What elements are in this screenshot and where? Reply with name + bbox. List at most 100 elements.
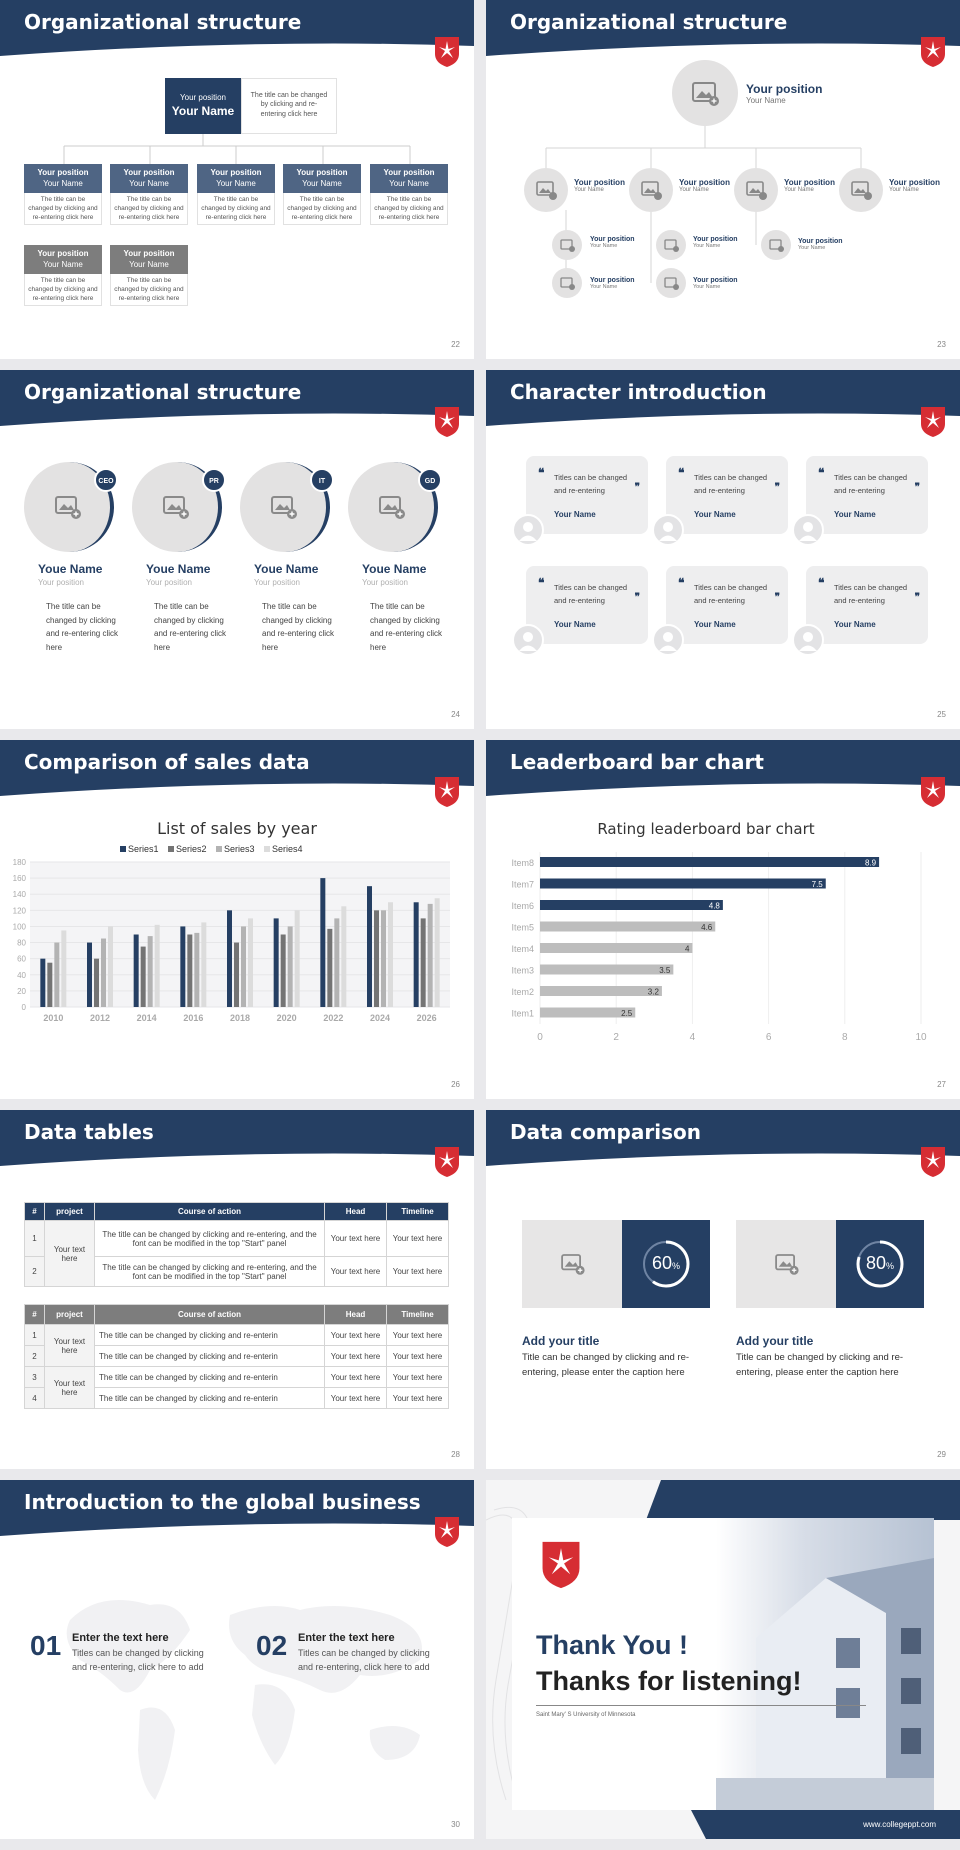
bar bbox=[287, 926, 293, 1007]
quote-card[interactable]: ❝ Titles can be changed and re-entering ❞ Y… bbox=[526, 456, 648, 534]
percent-panel: 60% bbox=[622, 1220, 710, 1308]
org-card[interactable]: Your position Your Name The title can be … bbox=[24, 245, 102, 306]
item-desc: Title can be changed by clicking and re-… bbox=[736, 1352, 904, 1379]
slide-title: Organizational structure bbox=[24, 380, 302, 404]
slide-31[interactable]: Thank You ! Thanks for listening! Saint … bbox=[486, 1480, 960, 1839]
bar bbox=[334, 918, 340, 1007]
table-row[interactable]: 1 Your text here The title can be change… bbox=[24, 1220, 449, 1287]
table-row[interactable]: 2 The title can be changed by clicking a… bbox=[24, 1256, 449, 1287]
x-tick-label: 2020 bbox=[277, 1013, 297, 1023]
website-link[interactable]: www.collegeppt.com bbox=[863, 1820, 936, 1829]
person-card[interactable]: CEO Youe Name Your position The title can b… bbox=[24, 462, 129, 722]
shield-logo-icon bbox=[921, 37, 945, 67]
table-row[interactable]: 1 Your text here The title can be change… bbox=[24, 1324, 449, 1367]
org-connectors bbox=[63, 134, 411, 164]
bar bbox=[280, 934, 286, 1007]
org-card[interactable]: Your position Your Name The title can be … bbox=[197, 164, 275, 225]
avatar[interactable] bbox=[552, 268, 582, 298]
person-card[interactable]: PR Youe Name Your position The title can be… bbox=[132, 462, 237, 722]
quote-close-icon: ❞ bbox=[774, 482, 780, 493]
quote-card[interactable]: ❝ Titles can be changed and re-entering ❞ Y… bbox=[666, 566, 788, 644]
org-card[interactable]: Your position Your Name The title can be … bbox=[110, 245, 188, 306]
image-placeholder-icon bbox=[664, 239, 679, 252]
role-badge: IT bbox=[310, 468, 334, 492]
slide-29[interactable]: Data comparison 60% Add your title Title c… bbox=[486, 1110, 960, 1469]
avatar[interactable] bbox=[761, 230, 791, 260]
bar bbox=[147, 936, 153, 1007]
quote-card[interactable]: ❝ Titles can be changed and re-entering ❞ Y… bbox=[806, 456, 928, 534]
org-card[interactable]: Your position Your Name The title can be … bbox=[370, 164, 448, 225]
table-row[interactable]: 3 Your text here The title can be change… bbox=[24, 1366, 449, 1409]
person-card[interactable]: IT Youe Name Your position The title can be… bbox=[240, 462, 345, 722]
bar bbox=[40, 958, 46, 1007]
bar bbox=[133, 934, 139, 1007]
avatar[interactable] bbox=[512, 624, 544, 656]
name-label: Your Name bbox=[171, 104, 235, 118]
top-desc-box: The title can be changed by clicking and… bbox=[241, 78, 337, 134]
level2-label: Your position Your Name bbox=[679, 178, 730, 193]
person-card[interactable]: GD Youe Name Your position The title can be… bbox=[348, 462, 453, 722]
image-placeholder[interactable] bbox=[736, 1220, 836, 1308]
data-label: 3.5 bbox=[659, 966, 671, 975]
x-tick-label: 2014 bbox=[137, 1013, 157, 1023]
top-position-box[interactable]: Your position Your Name bbox=[165, 78, 241, 134]
bar bbox=[540, 986, 662, 996]
avatar[interactable] bbox=[792, 514, 824, 546]
avatar[interactable] bbox=[512, 514, 544, 546]
avatar[interactable] bbox=[792, 624, 824, 656]
avatar[interactable] bbox=[652, 624, 684, 656]
bar bbox=[47, 962, 53, 1007]
quote-card[interactable]: ❝ Titles can be changed and re-entering ❞ Y… bbox=[526, 566, 648, 644]
user-icon bbox=[519, 522, 537, 541]
org-card[interactable]: Your position Your Name The title can be … bbox=[283, 164, 361, 225]
avatar[interactable] bbox=[839, 168, 883, 212]
quote-name: Your Name bbox=[834, 620, 876, 629]
person-position: Your position bbox=[362, 578, 408, 587]
user-icon bbox=[519, 632, 537, 651]
item-title: Add your title bbox=[522, 1334, 600, 1348]
avatar[interactable] bbox=[656, 268, 686, 298]
bar bbox=[540, 964, 674, 975]
quote-open-icon: ❝ bbox=[538, 466, 545, 480]
avatar[interactable] bbox=[652, 514, 684, 546]
bar bbox=[234, 942, 239, 1007]
avatar[interactable] bbox=[656, 230, 686, 260]
bar bbox=[54, 942, 60, 1007]
image-placeholder[interactable] bbox=[522, 1220, 622, 1308]
slide-22[interactable]: Organizational structure Your position Y… bbox=[0, 0, 474, 359]
comparison-item[interactable]: 60% Add your title Title can be changed by… bbox=[522, 1220, 712, 1420]
quote-open-icon: ❝ bbox=[678, 466, 685, 480]
legend-swatch bbox=[168, 846, 174, 852]
slide-24[interactable]: Organizational structure CEO Youe Name You… bbox=[0, 370, 474, 729]
avatar[interactable] bbox=[734, 168, 778, 212]
slide-header: Character introduction bbox=[486, 370, 960, 432]
slide-26[interactable]: Comparison of sales data List of sales b… bbox=[0, 740, 474, 1099]
quote-text: Titles can be changed and re-entering bbox=[694, 583, 768, 605]
slide-28[interactable]: Data tables # project Course of action Head… bbox=[0, 1110, 474, 1469]
category-label: Item6 bbox=[511, 901, 534, 911]
org-card[interactable]: Your position Your Name The title can be … bbox=[110, 164, 188, 225]
slide-27[interactable]: Leaderboard bar chart Rating leaderboard… bbox=[486, 740, 960, 1099]
table-row[interactable]: 4 The title can be changed by clicking a… bbox=[24, 1387, 449, 1409]
data-table-2: # project Course of action Head Timeline 1 Y… bbox=[24, 1304, 449, 1409]
slide-30[interactable]: Introduction to the global business 01 E… bbox=[0, 1480, 474, 1839]
percent-unit: % bbox=[886, 1261, 895, 1271]
comparison-item[interactable]: 80% Add your title Title can be changed by… bbox=[736, 1220, 926, 1420]
org-card[interactable]: Your position Your Name The title can be … bbox=[24, 164, 102, 225]
x-tick-label: 8 bbox=[842, 1032, 848, 1043]
quote-card[interactable]: ❝ Titles can be changed and re-entering ❞ Y… bbox=[666, 456, 788, 534]
slide-25[interactable]: Character introduction ❝ Titles can be ch… bbox=[486, 370, 960, 729]
category-label: Item2 bbox=[511, 987, 534, 997]
level3-label: Your position Your Name bbox=[590, 236, 635, 249]
avatar[interactable] bbox=[629, 168, 673, 212]
slide-23[interactable]: Organizational structure Your position Y… bbox=[486, 0, 960, 359]
image-placeholder-icon bbox=[746, 181, 767, 200]
bar bbox=[540, 921, 716, 932]
avatar[interactable] bbox=[552, 230, 582, 260]
avatar[interactable] bbox=[524, 168, 568, 212]
avatar[interactable] bbox=[672, 60, 738, 126]
quote-card[interactable]: ❝ Titles can be changed and re-entering ❞ Y… bbox=[806, 566, 928, 644]
page-number: 30 bbox=[451, 1820, 460, 1829]
quote-open-icon: ❝ bbox=[678, 576, 685, 590]
business-item-2-text: Enter the text here Titles can be change… bbox=[298, 1632, 430, 1673]
